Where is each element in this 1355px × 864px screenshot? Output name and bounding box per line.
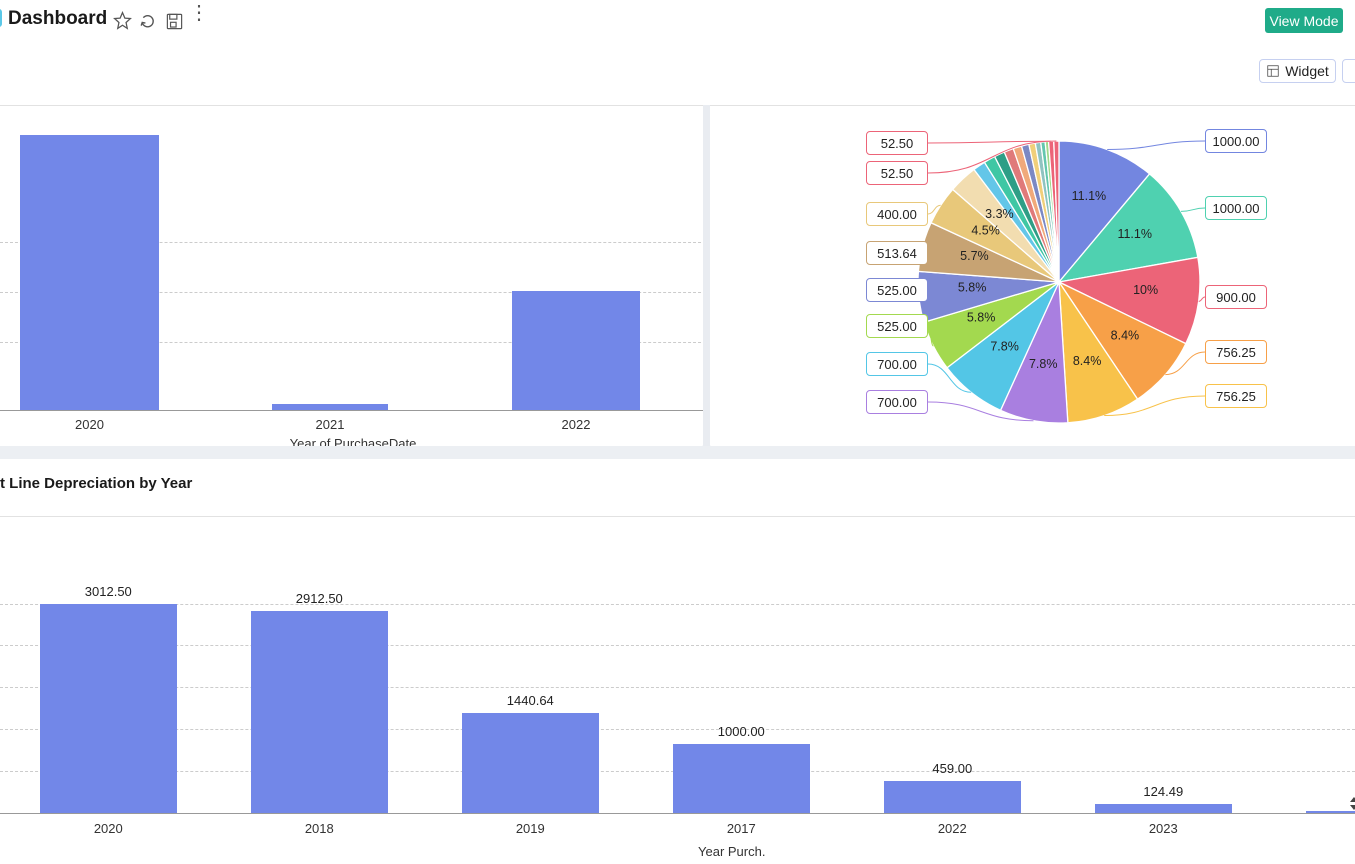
svg-text:5.8%: 5.8% xyxy=(958,280,987,294)
svg-text:8.4%: 8.4% xyxy=(1073,354,1102,368)
svg-text:10%: 10% xyxy=(1133,283,1158,297)
svg-text:4.5%: 4.5% xyxy=(971,224,1000,238)
svg-text:5.8%: 5.8% xyxy=(967,311,996,325)
svg-text:5.7%: 5.7% xyxy=(960,249,989,263)
svg-text:11.1%: 11.1% xyxy=(1072,189,1107,203)
svg-text:7.8%: 7.8% xyxy=(990,339,1019,353)
svg-text:8.4%: 8.4% xyxy=(1111,328,1140,342)
svg-text:3.3%: 3.3% xyxy=(985,207,1014,221)
svg-text:11.1%: 11.1% xyxy=(1117,227,1152,241)
svg-text:7.8%: 7.8% xyxy=(1029,357,1058,371)
